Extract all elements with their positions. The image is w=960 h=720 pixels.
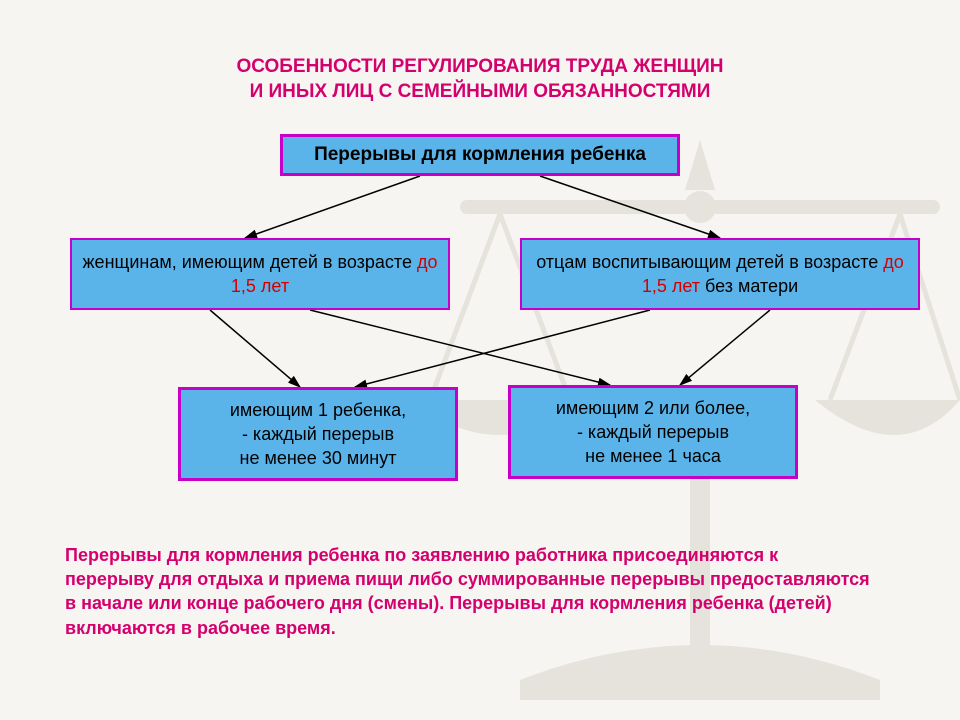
node-fathers: отцам воспитывающим детей в возрасте до …	[520, 238, 920, 310]
slide-title: ОСОБЕННОСТИ РЕГУЛИРОВАНИЯ ТРУДА ЖЕНЩИН И…	[0, 55, 960, 104]
node-two-children: имеющим 2 или более, - каждый перерыв не…	[508, 385, 798, 479]
node-women-label: женщинам, имеющим детей в возрасте до 1,…	[82, 250, 438, 299]
footer-note: Перерывы для кормления ребенка по заявле…	[65, 543, 870, 640]
node-one-child-label: имеющим 1 ребенка, - каждый перерыв не м…	[230, 398, 406, 471]
title-line2: И ИНЫХ ЛИЦ С СЕМЕЙНЫМИ ОБЯЗАННОСТЯМИ	[250, 81, 711, 102]
title-line1: ОСОБЕННОСТИ РЕГУЛИРОВАНИЯ ТРУДА ЖЕНЩИН	[236, 56, 723, 77]
node-women: женщинам, имеющим детей в возрасте до 1,…	[70, 238, 450, 310]
node-root: Перерывы для кормления ребенка	[280, 134, 680, 176]
node-fathers-label: отцам воспитывающим детей в возрасте до …	[532, 250, 908, 299]
node-two-children-label: имеющим 2 или более, - каждый перерыв не…	[556, 396, 750, 469]
slide-canvas: ОСОБЕННОСТИ РЕГУЛИРОВАНИЯ ТРУДА ЖЕНЩИН И…	[0, 0, 960, 720]
node-root-label: Перерывы для кормления ребенка	[314, 142, 646, 168]
node-one-child: имеющим 1 ребенка, - каждый перерыв не м…	[178, 387, 458, 481]
